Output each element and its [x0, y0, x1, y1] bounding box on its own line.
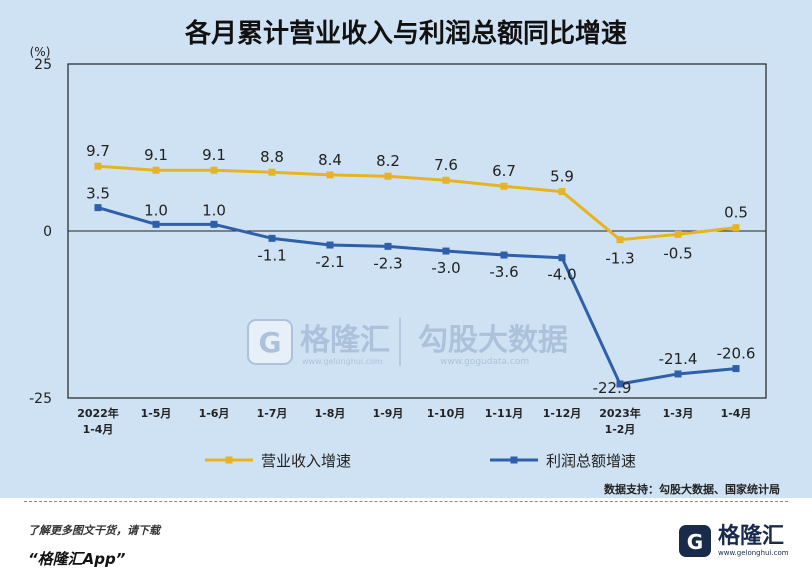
footer-logo: G 格隆汇 www.gelonghui.com	[678, 524, 789, 558]
data-label: -3.6	[489, 263, 518, 281]
x-tick-label: 1-6月	[199, 407, 230, 420]
data-point	[384, 172, 392, 180]
chart-panel: 各月累计营业收入与利润总额同比增速 (%) G 格隆汇 www.gelonghu…	[0, 0, 812, 498]
data-label: 9.1	[202, 146, 226, 164]
data-point	[210, 220, 218, 228]
source-note: 数据支持：勾股大数据、国家统计局	[604, 482, 780, 496]
data-label: -1.3	[605, 250, 634, 268]
x-tick-label: 1-11月	[485, 407, 524, 420]
data-label: 9.1	[144, 146, 168, 164]
watermark: G 格隆汇 www.gelonghui.com 勾股大数据 www.goguda…	[247, 318, 568, 367]
y-tick-label: 25	[34, 57, 52, 73]
x-tick-label: 1-5月	[141, 407, 172, 420]
chart: 各月累计营业收入与利润总额同比增速 (%) G 格隆汇 www.gelonghu…	[29, 18, 780, 496]
data-label: 9.7	[86, 142, 110, 160]
data-label: 1.0	[144, 201, 168, 219]
data-point	[616, 236, 624, 244]
data-point	[268, 234, 276, 242]
legend-item-1: 营业收入增速	[205, 452, 351, 470]
series-layer: 9.7 9.1 9.1 8.8 8.4 8.2 7.6 6.7 5.9-1.3 -0.50.53.…	[86, 142, 755, 397]
data-point	[500, 251, 508, 259]
legend-swatch-marker	[225, 456, 233, 464]
data-label: 8.4	[318, 151, 342, 169]
y-axis-ticks: 25 0 -25	[29, 57, 52, 407]
data-point	[616, 380, 624, 388]
watermark-partner-domain: www.gogudata.com	[440, 357, 529, 367]
data-point	[442, 247, 450, 255]
series-2: 3.5 1.0 1.0 -1.1 -2.1 -2.3 -3.0 -3.6 -4.0 -22.9 -2…	[86, 185, 755, 397]
watermark-name-domain: www.gelonghui.com	[302, 357, 383, 366]
logo-icon: G	[679, 525, 711, 557]
data-label: 1.0	[202, 201, 226, 219]
data-label: 7.6	[434, 156, 458, 174]
data-label: 0.5	[724, 204, 748, 222]
data-label: -20.6	[717, 345, 756, 363]
data-point	[326, 171, 334, 179]
legend-label: 营业收入增速	[261, 452, 351, 470]
data-point	[152, 166, 160, 174]
data-point	[558, 254, 566, 262]
data-point	[152, 220, 160, 228]
series-line	[97, 164, 737, 242]
y-tick-label: -25	[29, 391, 52, 407]
data-label: -2.3	[373, 254, 402, 272]
data-label: -3.0	[431, 259, 460, 277]
x-axis-ticks: 2022年 1-4月 1-5月 1-6月 1-7月 1-8月 1-9月 1-10月 1-11月 1…	[77, 406, 751, 436]
footer-logo-text: 格隆汇 www.gelonghui.com	[718, 524, 789, 558]
x-tick-label: 1-12月	[543, 407, 582, 420]
x-tick-label: 1-3月	[663, 407, 694, 420]
data-point	[384, 242, 392, 250]
legend-item-2: 利润总额增速	[490, 452, 636, 470]
footer-app-name: “格隆汇App”	[28, 550, 126, 568]
x-tick-label: 1-8月	[315, 407, 346, 420]
data-point	[674, 370, 682, 378]
y-tick-label: 0	[43, 224, 52, 240]
data-point	[732, 365, 740, 373]
x-tick-label: 2023年 1-2月	[599, 406, 641, 436]
data-point	[558, 188, 566, 196]
data-label: 8.8	[260, 148, 284, 166]
x-tick-label: 2022年 1-4月	[77, 406, 119, 436]
data-label: 8.2	[376, 152, 400, 170]
x-tick-label: 1-9月	[373, 407, 404, 420]
x-tick-label: 1-7月	[257, 407, 288, 420]
legend: 营业收入增速 利润总额增速	[205, 452, 636, 470]
footer-divider	[24, 501, 788, 502]
data-label: -1.1	[257, 246, 286, 264]
legend-swatch-marker	[510, 456, 518, 464]
footer-logo-domain: www.gelonghui.com	[718, 549, 789, 557]
data-label: -0.5	[663, 244, 692, 262]
x-tick-label: 1-10月	[427, 407, 466, 420]
data-label: 5.9	[550, 168, 574, 186]
chart-title: 各月累计营业收入与利润总额同比增速	[184, 18, 627, 49]
svg-text:G: G	[687, 530, 703, 554]
y-unit-label: (%)	[30, 45, 51, 59]
data-label: 3.5	[86, 185, 110, 203]
data-label: -21.4	[659, 350, 698, 368]
data-point	[94, 204, 102, 212]
data-point	[326, 241, 334, 249]
data-point	[442, 176, 450, 184]
data-label: -2.1	[315, 253, 344, 271]
series-1: 9.7 9.1 9.1 8.8 8.4 8.2 7.6 6.7 5.9 -1.3 -0.5 0.5	[86, 142, 748, 267]
footer-logo-name: 格隆汇	[718, 524, 785, 549]
legend-label: 利润总额增速	[546, 452, 636, 470]
data-point	[500, 182, 508, 190]
watermark-partner: 勾股大数据	[418, 323, 568, 358]
data-point	[674, 230, 682, 238]
watermark-name: 格隆汇	[300, 323, 390, 358]
data-point	[210, 166, 218, 174]
watermark-logo-glyph: G	[259, 326, 282, 359]
data-point	[732, 224, 740, 232]
data-label: 6.7	[492, 162, 516, 180]
series-line	[97, 206, 737, 386]
footer-tip: 了解更多图文干货，请下载	[28, 524, 160, 537]
watermark-logo-icon	[247, 319, 293, 365]
x-tick-label: 1-4月	[721, 407, 752, 420]
data-label: -22.9	[593, 379, 632, 397]
data-point	[94, 162, 102, 170]
data-point	[268, 168, 276, 176]
data-label: -4.0	[547, 266, 576, 284]
